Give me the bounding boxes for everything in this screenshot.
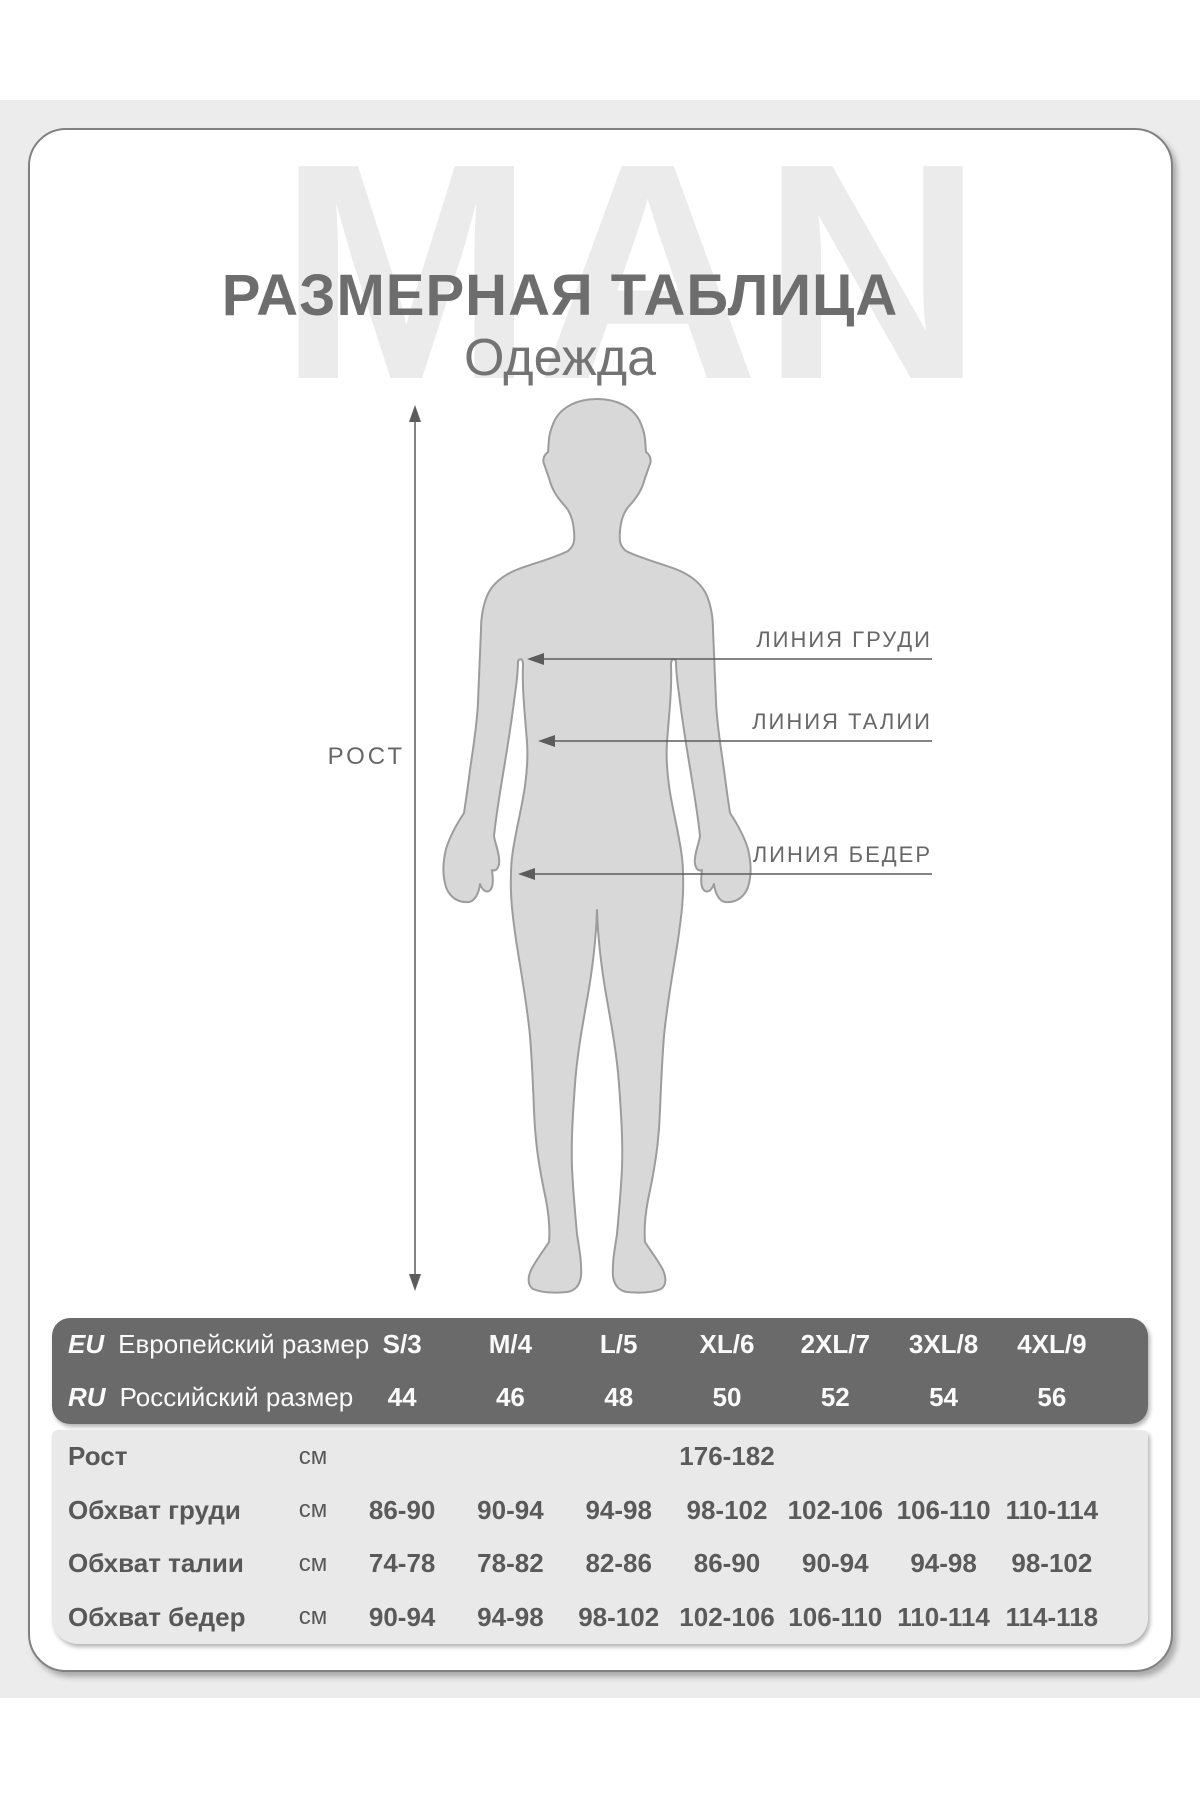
row-value: 98-102 [578, 1601, 660, 1632]
ru-header-cell: RU Российский размер [68, 1382, 353, 1413]
ru-size-value: 52 [820, 1382, 850, 1412]
height-measure-label: РОСТ [327, 743, 405, 770]
body-measurement-diagram [409, 398, 932, 1294]
table-row: Обхват бедер см 90-94 94-98 98-102 102-106 106… [52, 1591, 1148, 1645]
row-span-value: 176-182 [679, 1441, 775, 1472]
row-value: 78-82 [477, 1548, 544, 1579]
row-value: 94-98 [585, 1494, 652, 1525]
row-value: 98-102 [686, 1494, 768, 1525]
row-value: 86-90 [693, 1548, 761, 1579]
row-value: 74-78 [368, 1548, 436, 1579]
ru-size-value: 44 [387, 1382, 417, 1412]
row-value: 106-110 [896, 1494, 991, 1525]
ru-size-value: 46 [495, 1382, 525, 1412]
eu-size-value: 4XL/9 [1017, 1329, 1087, 1359]
ru-size-row: RU Российский размер 44 46 48 50 52 54 56 [52, 1371, 1148, 1424]
page-title: РАЗМЕРНАЯ ТАБЛИЦА [221, 263, 899, 328]
ru-size-value: 56 [1037, 1382, 1067, 1412]
row-value: 94-98 [477, 1601, 544, 1632]
male-body-silhouette [442, 398, 752, 1294]
row-value: 114-118 [1005, 1601, 1099, 1632]
eu-size-value: 2XL/7 [800, 1329, 870, 1359]
eu-size-value: L/5 [599, 1329, 638, 1359]
row-value: 102-106 [679, 1601, 775, 1632]
row-label: Рост [68, 1441, 128, 1472]
eu-size-row: EU Европейский размер S/3 M/4 L/5 XL/6 2XL/7… [52, 1318, 1148, 1371]
size-table-body: Рост см 176-182 Обхват груди см 86-90 90-94 94-… [52, 1430, 1148, 1644]
table-row: Рост см 176-182 [52, 1430, 1148, 1484]
table-row: Обхват талии см 74-78 78-82 82-86 86-90 90-94 9… [52, 1537, 1148, 1591]
table-row: Обхват груди см 86-90 90-94 94-98 98-102 102-1… [52, 1484, 1148, 1538]
row-value: 90-94 [368, 1601, 436, 1632]
hip-line-label: ЛИНИЯ БЕДЕР [752, 842, 932, 867]
watermark-text: MAN [278, 100, 986, 444]
row-label: Обхват груди [68, 1494, 241, 1525]
row-value: 90-94 [477, 1494, 544, 1525]
row-value: 102-106 [787, 1494, 883, 1525]
row-unit: см [298, 1549, 328, 1577]
ru-label: Российский размер [119, 1382, 354, 1412]
row-value: 110-114 [1005, 1494, 1099, 1525]
page-subtitle: Одежда [463, 329, 657, 387]
row-value: 94-98 [910, 1548, 977, 1579]
waist-line-label: ЛИНИЯ ТАЛИИ [752, 709, 932, 734]
eu-header-cell: EU Европейский размер [68, 1329, 369, 1360]
height-arrow [409, 405, 421, 1291]
eu-size-value: 3XL/8 [908, 1329, 979, 1359]
row-value: 106-110 [788, 1601, 883, 1632]
row-value: 98-102 [1011, 1548, 1093, 1579]
size-table-header: EU Европейский размер S/3 M/4 L/5 XL/6 2XL/7… [52, 1318, 1148, 1424]
row-unit: см [298, 1603, 328, 1631]
chest-line-label: ЛИНИЯ ГРУДИ [756, 627, 932, 652]
row-unit: см [298, 1442, 328, 1470]
row-label: Обхват талии [68, 1548, 244, 1579]
waist-line [538, 735, 932, 747]
ru-size-value: 50 [712, 1382, 742, 1412]
row-value: 110-114 [897, 1601, 990, 1632]
row-value: 82-86 [585, 1548, 652, 1579]
ru-size-value: 54 [929, 1382, 959, 1412]
eu-size-value: XL/6 [699, 1329, 755, 1359]
eu-size-value: M/4 [488, 1329, 533, 1359]
eu-size-value: S/3 [382, 1329, 422, 1359]
row-unit: см [298, 1496, 328, 1524]
row-label: Обхват бедер [68, 1601, 246, 1632]
ru-code: RU [68, 1382, 106, 1412]
ru-size-value: 48 [604, 1382, 634, 1412]
eu-label: Европейский размер [118, 1329, 370, 1359]
row-value: 90-94 [802, 1548, 869, 1579]
eu-code: EU [68, 1329, 105, 1359]
hip-line [518, 868, 932, 880]
row-value: 86-90 [368, 1494, 436, 1525]
chest-line [527, 653, 932, 665]
